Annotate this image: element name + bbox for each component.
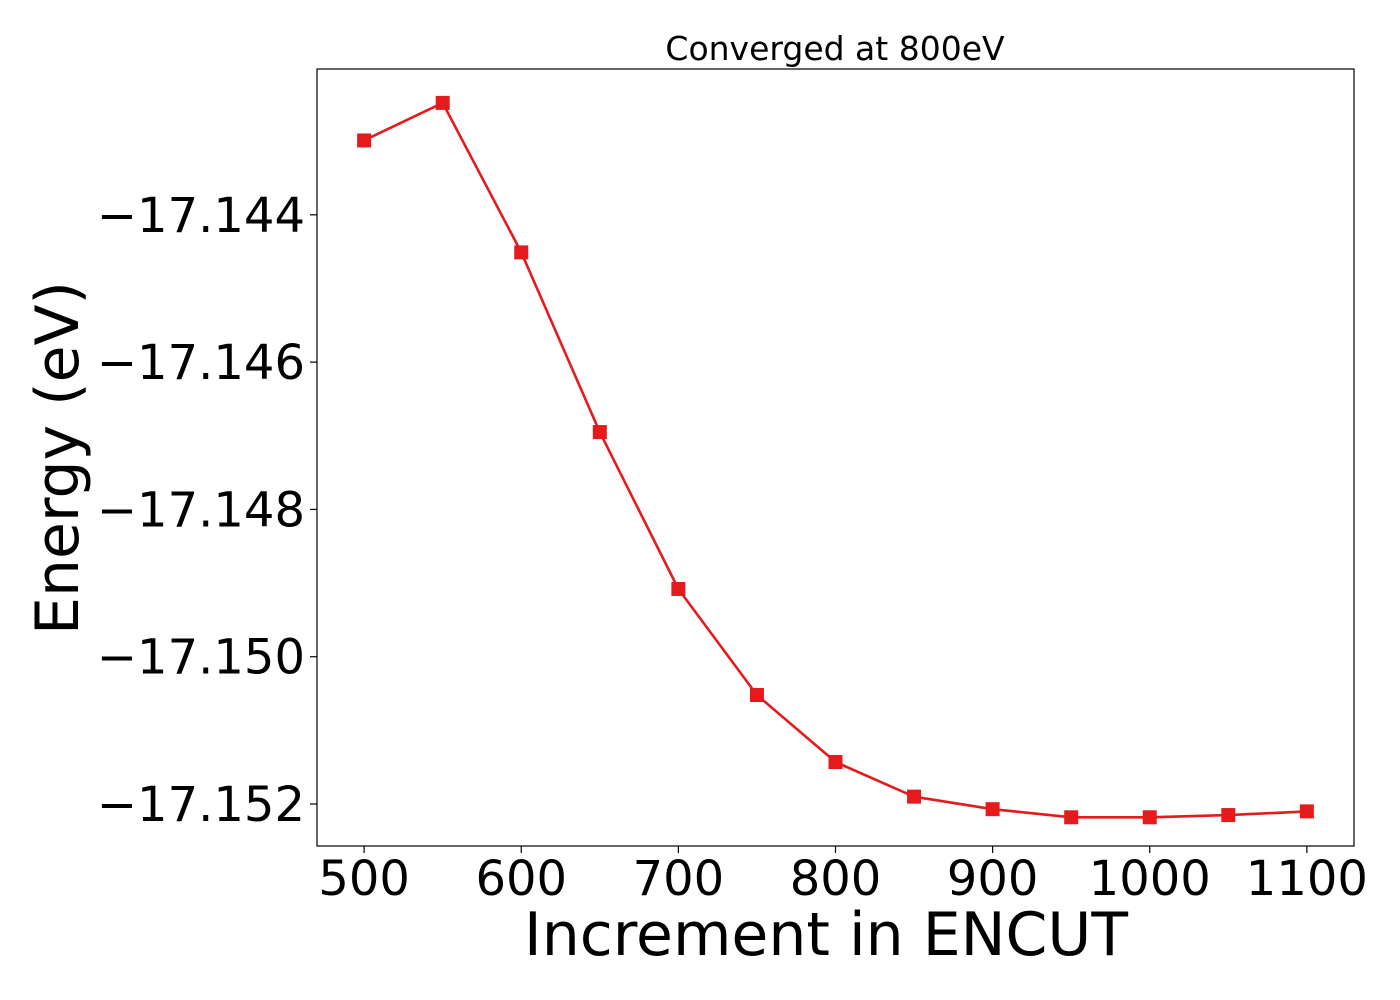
- data-point-marker: [514, 245, 529, 260]
- x-axis-ticks: 500 600 700 800 900 1000 1100: [318, 846, 1368, 907]
- data-point-marker: [671, 581, 686, 596]
- data-point-marker: [435, 95, 450, 110]
- y-tick-label: −17.146: [97, 335, 305, 391]
- data-point-marker: [828, 755, 843, 770]
- y-tick-label: −17.148: [97, 482, 305, 538]
- y-axis-ticks: −17.144 −17.146 −17.148 −17.150 −17.152: [97, 188, 317, 833]
- series-layer: [357, 95, 1314, 825]
- data-point-marker: [1299, 804, 1314, 819]
- x-tick-label: 500: [318, 851, 410, 907]
- data-point-marker: [1064, 810, 1079, 825]
- data-point-marker: [1221, 808, 1236, 823]
- plot-area: [316, 68, 1355, 847]
- data-point-marker: [592, 425, 607, 440]
- y-axis-label: Energy (eV): [23, 281, 93, 635]
- chart-title: Converged at 800eV: [665, 29, 1005, 68]
- data-point-marker: [357, 133, 372, 148]
- x-axis-label: Increment in ENCUT: [524, 900, 1128, 970]
- x-tick-label: 900: [947, 851, 1039, 907]
- data-point-marker: [907, 789, 922, 804]
- y-tick-label: −17.144: [97, 188, 305, 244]
- x-tick-label: 700: [633, 851, 725, 907]
- data-point-marker: [749, 688, 764, 703]
- x-tick-label: 1000: [1089, 851, 1211, 907]
- data-point-marker: [985, 802, 1000, 817]
- x-tick-label: 800: [790, 851, 882, 907]
- x-tick-label: 1100: [1246, 851, 1368, 907]
- y-tick-label: −17.152: [97, 777, 305, 833]
- y-tick-label: −17.150: [97, 630, 305, 686]
- data-point-marker: [1142, 810, 1157, 825]
- series-line: [363, 101, 1307, 819]
- x-tick-label: 600: [475, 851, 567, 907]
